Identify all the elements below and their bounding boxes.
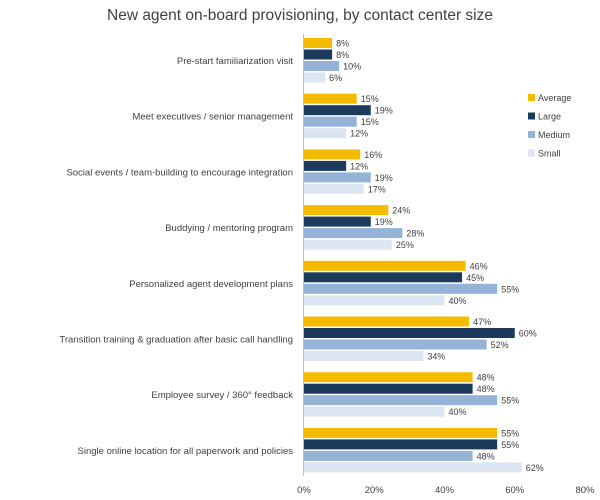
category-label-1: Meet executives / senior management — [132, 112, 293, 123]
data-label-average-6: 48% — [477, 373, 495, 383]
bar-average-7 — [304, 427, 498, 438]
bar-small-4 — [304, 295, 445, 306]
category-label-0: Pre-start familiarization visit — [177, 56, 293, 67]
data-label-large-3: 19% — [375, 217, 393, 227]
chart-title: New agent on-board provisioning, by cont… — [107, 7, 493, 24]
bar-medium-5 — [304, 339, 487, 350]
data-label-medium-2: 19% — [375, 173, 393, 183]
data-label-medium-5: 52% — [491, 340, 509, 350]
bar-medium-1 — [304, 116, 357, 127]
data-label-average-5: 47% — [473, 317, 491, 327]
bar-medium-4 — [304, 283, 498, 294]
data-label-average-7: 55% — [501, 428, 519, 438]
bar-medium-7 — [304, 450, 473, 461]
data-label-medium-4: 55% — [501, 284, 519, 294]
bar-large-3 — [304, 216, 371, 227]
data-label-large-1: 19% — [375, 106, 393, 116]
data-label-small-2: 17% — [368, 184, 386, 194]
data-label-large-7: 55% — [501, 440, 519, 450]
data-label-average-2: 16% — [364, 150, 382, 160]
legend-swatch-small — [528, 149, 535, 157]
data-label-small-6: 40% — [449, 407, 467, 417]
data-label-average-0: 8% — [336, 39, 349, 49]
bar-small-3 — [304, 239, 392, 250]
data-label-small-4: 40% — [449, 296, 467, 306]
bar-small-0 — [304, 72, 326, 83]
bar-large-5 — [304, 328, 515, 338]
data-label-average-4: 46% — [470, 261, 488, 271]
bar-medium-0 — [304, 61, 340, 71]
data-label-medium-3: 28% — [406, 229, 424, 239]
legend-swatch-average — [528, 94, 535, 101]
data-label-large-6: 48% — [477, 384, 495, 394]
bar-average-4 — [304, 260, 466, 271]
data-label-small-5: 34% — [427, 352, 445, 362]
bars-group: 8%8%10%6%15%19%15%12%16%12%19%17%24%19%2… — [304, 38, 544, 473]
x-tick-label-4: 80% — [575, 485, 595, 496]
data-label-large-4: 45% — [466, 273, 484, 283]
bar-large-2 — [304, 160, 347, 171]
data-label-large-5: 60% — [519, 329, 537, 339]
bar-small-5 — [304, 351, 424, 361]
data-label-small-7: 62% — [526, 463, 544, 473]
data-label-small-0: 6% — [329, 73, 342, 83]
bar-large-0 — [304, 49, 333, 60]
data-label-small-3: 25% — [396, 240, 414, 250]
x-axis: 0% 20% 40% 60% 80% — [297, 34, 595, 496]
category-label-5: Transition training & graduation after b… — [59, 335, 293, 346]
legend-swatch-large — [528, 112, 535, 120]
data-label-medium-7: 48% — [477, 451, 495, 461]
bar-average-3 — [304, 205, 389, 216]
legend-label-medium: Medium — [538, 130, 570, 140]
bar-large-6 — [304, 383, 473, 394]
bar-average-5 — [304, 316, 470, 327]
legend-label-small: Small — [538, 149, 561, 159]
category-label-3: Buddying / mentoring program — [165, 223, 293, 234]
x-tick-label-0: 0% — [297, 485, 311, 496]
bar-small-6 — [304, 406, 445, 417]
data-label-average-3: 24% — [392, 206, 410, 216]
category-label-4: Personalized agent development plans — [129, 279, 293, 290]
bar-average-0 — [304, 38, 333, 48]
data-label-large-0: 8% — [336, 50, 349, 60]
bar-large-7 — [304, 439, 498, 450]
data-label-large-2: 12% — [350, 161, 368, 171]
legend-label-large: Large — [538, 112, 561, 122]
legend-swatch-medium — [528, 131, 535, 138]
bar-medium-2 — [304, 172, 371, 183]
data-label-medium-0: 10% — [343, 62, 361, 72]
data-label-medium-6: 55% — [501, 396, 519, 406]
bar-small-7 — [304, 462, 522, 473]
bar-small-1 — [304, 128, 347, 139]
bar-medium-6 — [304, 395, 498, 406]
data-label-average-1: 15% — [361, 94, 379, 104]
x-tick-label-1: 20% — [365, 485, 385, 496]
legend-label-average: Average — [538, 93, 571, 103]
legend: Average Large Medium Small — [528, 93, 571, 159]
category-label-2: Social events / team-building to encoura… — [66, 167, 293, 178]
data-label-small-1: 12% — [350, 129, 368, 139]
category-label-6: Employee survey / 360° feedback — [151, 390, 293, 401]
bar-small-2 — [304, 183, 364, 194]
category-labels: Pre-start familiarization visit Meet exec… — [59, 56, 293, 457]
bar-average-1 — [304, 93, 357, 104]
bar-medium-3 — [304, 228, 403, 239]
bar-average-6 — [304, 372, 473, 383]
x-tick-label-2: 40% — [435, 485, 455, 496]
category-label-7: Single online location for all paperwork… — [78, 446, 294, 457]
bar-large-1 — [304, 105, 371, 116]
bar-large-4 — [304, 272, 463, 283]
data-label-medium-1: 15% — [361, 117, 379, 127]
bar-average-2 — [304, 149, 361, 160]
x-tick-label-3: 60% — [505, 485, 525, 496]
